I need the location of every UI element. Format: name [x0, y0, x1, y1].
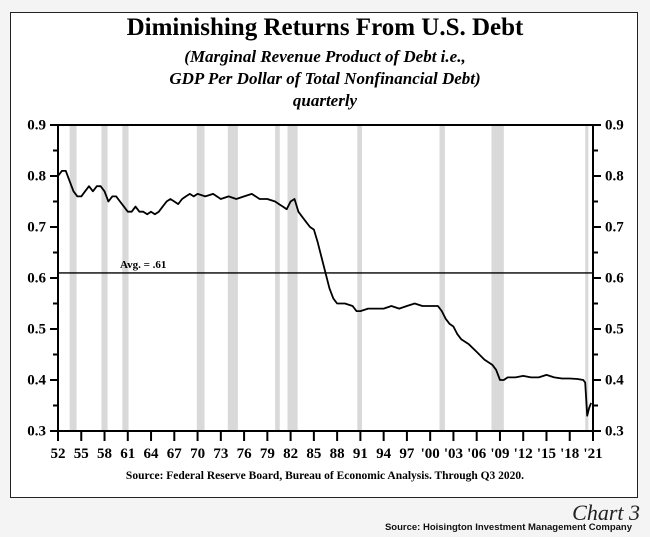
x-tick-label: '00: [421, 446, 440, 462]
chart-subtitle-line3: quarterly: [292, 91, 358, 110]
recession-band: [122, 125, 129, 431]
x-tick-label: '06: [467, 446, 487, 462]
y-tick-label-left: 0.3: [27, 423, 46, 439]
recession-band: [491, 125, 504, 431]
x-tick-label: 79: [260, 446, 275, 462]
attribution-note: Source: Hoisington Investment Management…: [384, 522, 632, 533]
x-tick-label: '12: [514, 446, 533, 462]
x-tick-label: '21: [583, 446, 602, 462]
y-tick-label-right: 0.3: [605, 423, 624, 439]
chart-number-label: Chart 3: [572, 500, 640, 525]
x-tick-label: 94: [376, 446, 392, 462]
x-tick-label: 61: [120, 446, 135, 462]
x-tick-label: 91: [353, 446, 368, 462]
chart-axes: 0.3 0.3 0.4 0.4 0.5 0.5 0.6 0.6 0.7 0.7 0.8 0.8 0.9 0…: [27, 117, 624, 462]
average-label: Avg. = .61: [120, 259, 166, 271]
x-tick-label: 97: [399, 446, 415, 462]
recession-band: [275, 125, 280, 431]
x-tick-label: 82: [283, 446, 298, 462]
x-tick-label: '09: [490, 446, 509, 462]
y-tick-label-left: 0.5: [27, 321, 46, 337]
recession-band: [287, 125, 298, 431]
chart-title: Diminishing Returns From U.S. Debt: [126, 14, 524, 41]
recession-band: [196, 125, 205, 431]
x-tick-label: '15: [537, 446, 556, 462]
chart-subtitle-line1: (Marginal Revenue Product of Debt i.e.,: [184, 47, 466, 66]
data-series-line: [57, 170, 592, 417]
recession-band: [227, 125, 238, 431]
x-tick-label: 76: [237, 446, 253, 462]
x-tick-label: 85: [306, 446, 321, 462]
y-tick-label-left: 0.6: [27, 270, 46, 286]
data-source-note: Source: Federal Reserve Board, Bureau of…: [125, 470, 525, 482]
recession-band: [101, 125, 108, 431]
y-tick-label-right: 0.9: [605, 117, 624, 133]
y-tick-label-right: 0.5: [605, 321, 624, 337]
recession-band: [585, 125, 589, 431]
y-tick-label-left: 0.4: [27, 372, 46, 388]
x-tick-label: 70: [190, 446, 205, 462]
x-tick-label: 58: [97, 446, 112, 462]
y-tick-label-left: 0.7: [27, 219, 46, 235]
x-tick-label: 55: [74, 446, 89, 462]
recession-bands: [69, 125, 589, 431]
chart-subtitle-line2: GDP Per Dollar of Total Nonfinancial Deb…: [169, 69, 481, 88]
y-tick-label-right: 0.7: [605, 219, 624, 235]
x-tick-label: '18: [560, 446, 579, 462]
x-tick-label: 52: [51, 446, 66, 462]
y-tick-label-left: 0.9: [27, 117, 46, 133]
x-tick-label: 73: [213, 446, 228, 462]
y-tick-label-right: 0.4: [605, 372, 624, 388]
y-tick-label-right: 0.8: [605, 168, 624, 184]
chart-frame: [10, 12, 638, 498]
recession-band: [439, 125, 445, 431]
x-tick-label: '03: [444, 446, 463, 462]
x-tick-label: 67: [167, 446, 183, 462]
recession-band: [357, 125, 362, 431]
x-tick-label: 88: [330, 446, 345, 462]
y-tick-label-left: 0.8: [27, 168, 46, 184]
x-tick-label: 64: [144, 446, 160, 462]
recession-band: [69, 125, 77, 431]
y-tick-label-right: 0.6: [605, 270, 624, 286]
